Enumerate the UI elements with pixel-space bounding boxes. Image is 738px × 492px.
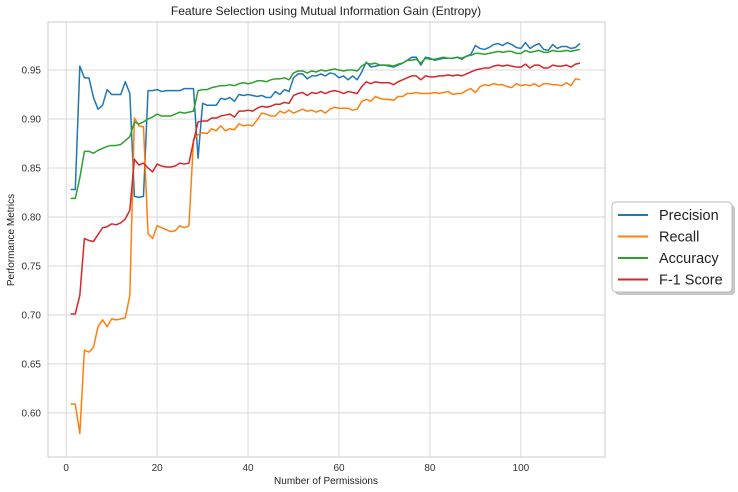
y-tick-label: 0.95 [22, 66, 42, 77]
legend-items: Precision Recall Accuracy F-1 Score [618, 208, 723, 289]
x-tick-label: 40 [243, 463, 255, 474]
legend-label-accuracy: Accuracy [659, 251, 719, 267]
y-axis-label: Performance Metrics [6, 194, 17, 286]
series-lines [70, 41, 581, 435]
y-tick-label: 0.70 [22, 310, 42, 321]
x-tick-label: 100 [513, 463, 530, 474]
plot-frame [47, 21, 606, 458]
legend-label-precision: Precision [659, 208, 719, 224]
legend-label-recall: Recall [659, 230, 699, 246]
y-tick-label: 0.80 [22, 212, 42, 223]
legend-label-f-1-score: F-1 Score [659, 273, 723, 289]
x-tick-labels: 0 20 40 60 80 100 [63, 463, 529, 474]
y-tick-label: 0.85 [22, 163, 42, 174]
y-tick-label: 0.65 [22, 359, 42, 370]
series-line-precision [70, 41, 581, 199]
series-line-recall [70, 78, 581, 435]
plot-background [48, 22, 605, 457]
chart-title: Feature Selection using Mutual Informati… [171, 4, 481, 18]
x-tick-label: 60 [333, 463, 345, 474]
x-tick-label: 80 [424, 463, 436, 474]
y-tick-label: 0.75 [22, 261, 42, 272]
y-tick-labels: 0.60 0.65 0.70 0.75 0.80 0.85 0.90 0.95 [22, 66, 42, 420]
x-axis-label: Number of Permissions [274, 476, 378, 487]
legend: Precision Recall Accuracy F-1 Score [611, 201, 735, 295]
series-line-f-1-score [70, 62, 581, 315]
x-tick-label: 0 [63, 463, 69, 474]
y-tick-label: 0.90 [22, 114, 42, 125]
legend-box [611, 201, 733, 293]
series-line-accuracy [70, 48, 581, 200]
x-tick-label: 20 [152, 463, 164, 474]
y-tick-label: 0.60 [22, 408, 42, 419]
